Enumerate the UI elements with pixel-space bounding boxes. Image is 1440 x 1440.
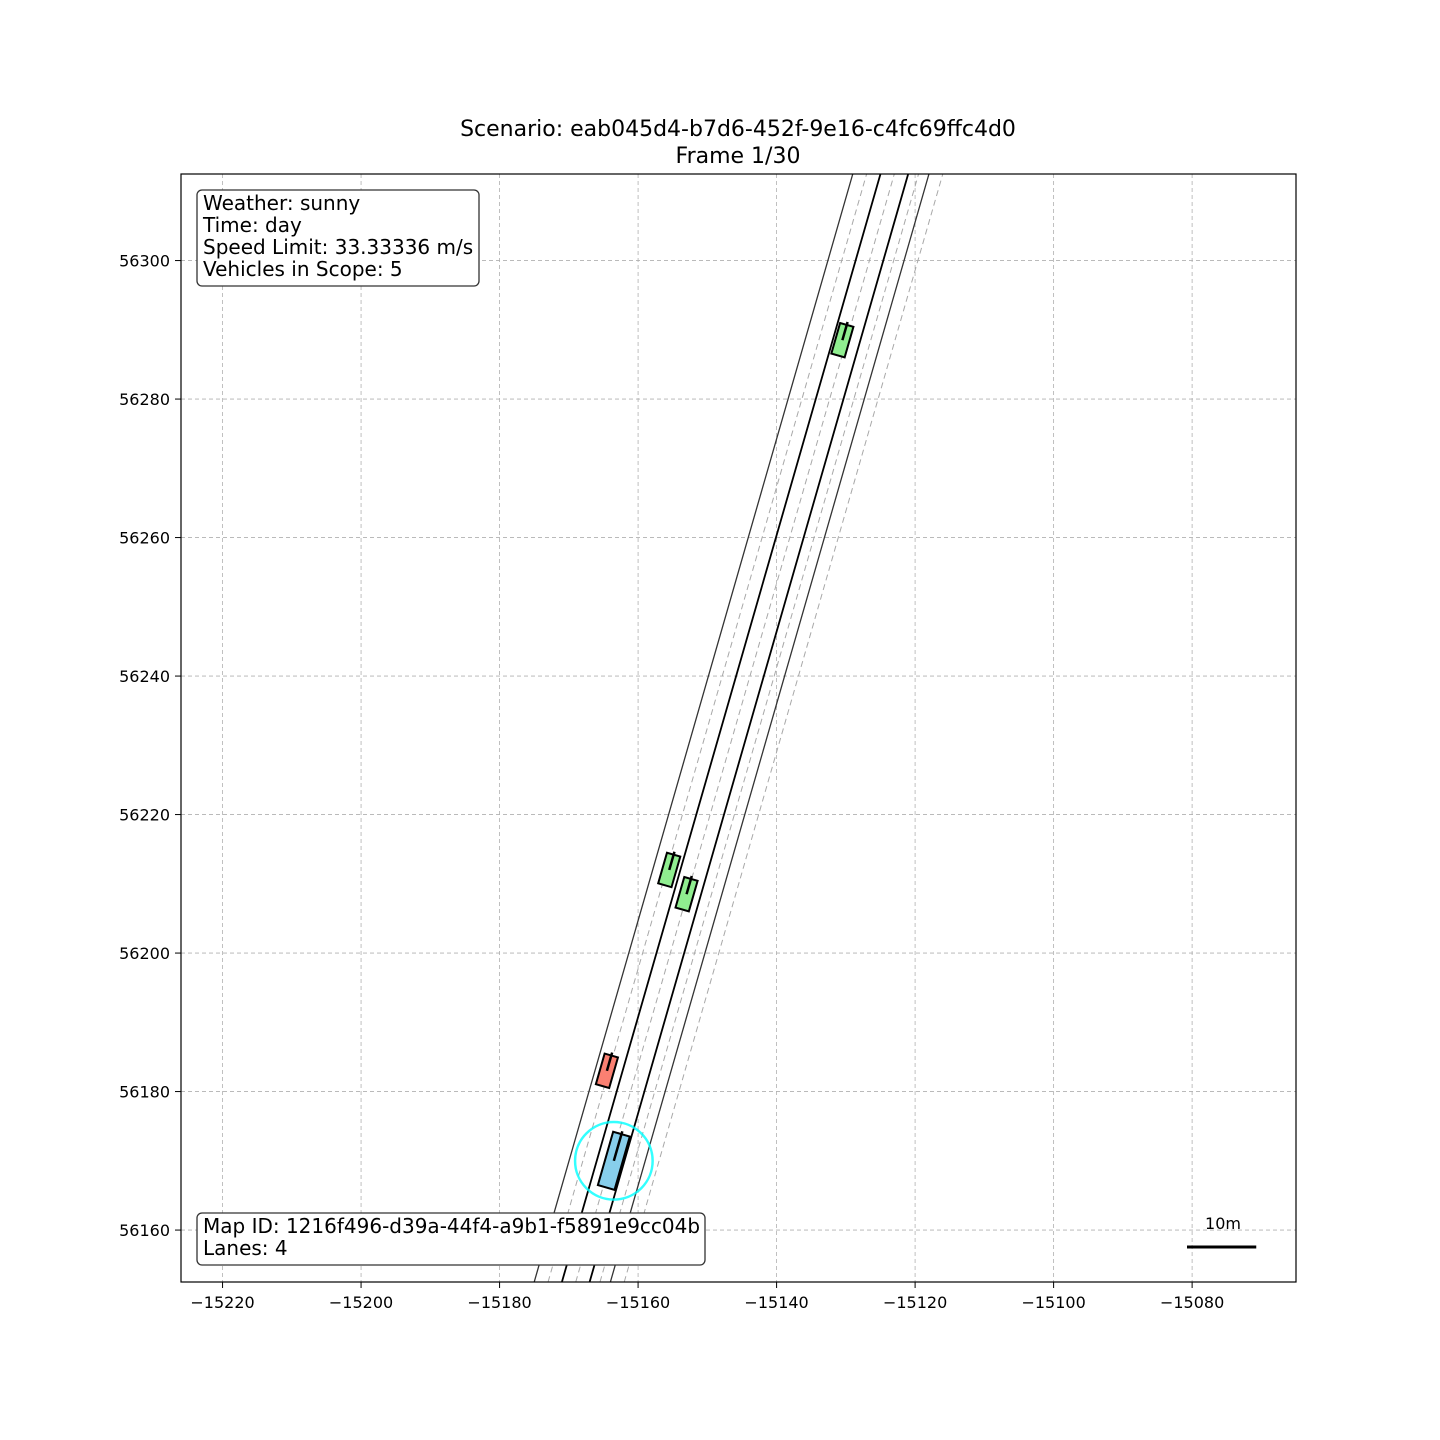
info-weather: Weather: sunny [203, 191, 360, 215]
x-tick-label: −15100 [1021, 1293, 1085, 1312]
scale-bar: 10m [1187, 1214, 1257, 1249]
road-edge-line [609, 174, 930, 1282]
y-tick-label: 56240 [119, 667, 170, 686]
info-box-background [196, 189, 480, 287]
info-vehicle-count: Vehicles in Scope: 5 [203, 257, 403, 281]
vehicle-layer [573, 321, 855, 1201]
ego-highlight-circle [573, 1120, 654, 1201]
scale-bar-label: 10m [1205, 1214, 1241, 1233]
map-id: Map ID: 1216f496-d39a-44f4-a9b1-f5891e9c… [203, 1214, 700, 1238]
vehicle [830, 321, 855, 359]
ego-vehicle [596, 1130, 632, 1192]
y-tick-label: 56280 [119, 390, 170, 409]
lane-centerline [547, 174, 868, 1282]
x-tick-label: −15080 [1160, 1293, 1224, 1312]
x-tick-label: −15220 [190, 1293, 254, 1312]
x-tick-label: −15200 [329, 1293, 393, 1312]
info-speed-limit: Speed Limit: 33.33336 m/s [203, 235, 473, 259]
vehicle [656, 851, 682, 889]
vehicle [674, 875, 699, 913]
chart-title: Scenario: eab045d4-b7d6-452f-9e16-c4fc69… [460, 117, 1016, 142]
map-lanes: Lanes: 4 [203, 1236, 288, 1260]
lane-centerline [575, 174, 895, 1282]
y-tick-label: 56180 [119, 1083, 170, 1102]
lane-centerline [623, 174, 944, 1282]
vehicle-heading-arrow [685, 875, 693, 895]
chart-subtitle: Frame 1/30 [676, 144, 801, 169]
vehicle-heading-arrow [612, 1130, 624, 1162]
vehicle [594, 1052, 620, 1090]
road-layer [533, 174, 944, 1282]
y-tick-label: 56260 [119, 529, 170, 548]
vehicle-heading-arrow [605, 1052, 614, 1072]
y-tick-label: 56220 [119, 806, 170, 825]
info-box: Weather: sunny Time: day Speed Limit: 33… [196, 189, 480, 287]
x-tick-label: −15120 [883, 1293, 947, 1312]
x-tick-label: −15140 [744, 1293, 808, 1312]
tick-layer: −15220 −15200 −15180 −15160 −15140 −15120 −151… [119, 252, 1224, 1312]
lane-boundary-line [561, 174, 882, 1282]
road-edge-line [533, 174, 854, 1282]
map-box: Map ID: 1216f496-d39a-44f4-a9b1-f5891e9c… [196, 1212, 706, 1266]
lane-boundary-line [588, 174, 910, 1282]
map-box-background [196, 1212, 706, 1266]
y-tick-label: 56200 [119, 944, 170, 963]
x-tick-label: −15180 [467, 1293, 531, 1312]
lane-centerline [599, 174, 920, 1282]
axes-frame [180, 173, 1297, 1283]
info-time: Time: day [202, 213, 302, 237]
x-tick-label: −15160 [606, 1293, 670, 1312]
y-tick-label: 56160 [119, 1221, 170, 1240]
vehicle-heading-arrow [841, 321, 849, 341]
y-tick-label: 56300 [119, 252, 170, 271]
vehicle-heading-arrow [668, 851, 676, 871]
